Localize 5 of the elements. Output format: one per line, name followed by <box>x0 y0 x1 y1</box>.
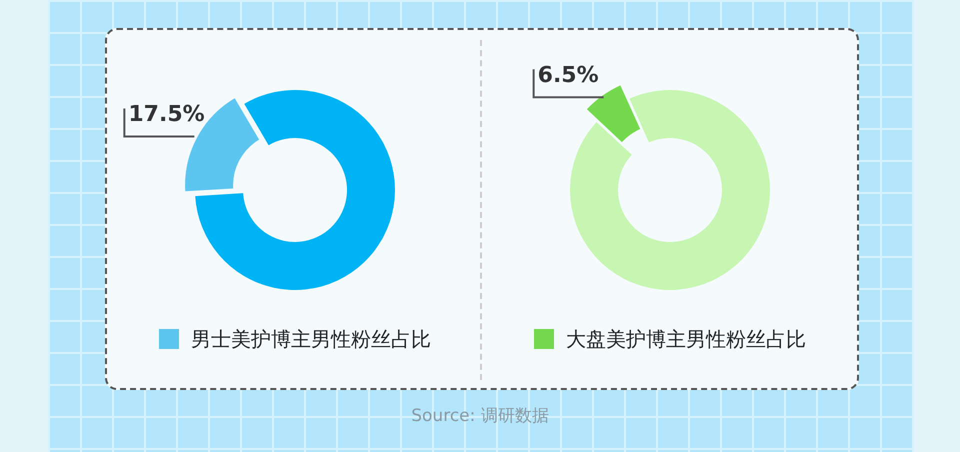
legend-label: 大盘美护博主男性粉丝占比 <box>566 327 806 351</box>
source-note: Source: 调研数据 <box>410 405 550 427</box>
legend-label: 男士美护博主男性粉丝占比 <box>191 327 431 351</box>
data-label: 17.5% <box>128 102 205 128</box>
data-label: 6.5% <box>538 63 599 88</box>
